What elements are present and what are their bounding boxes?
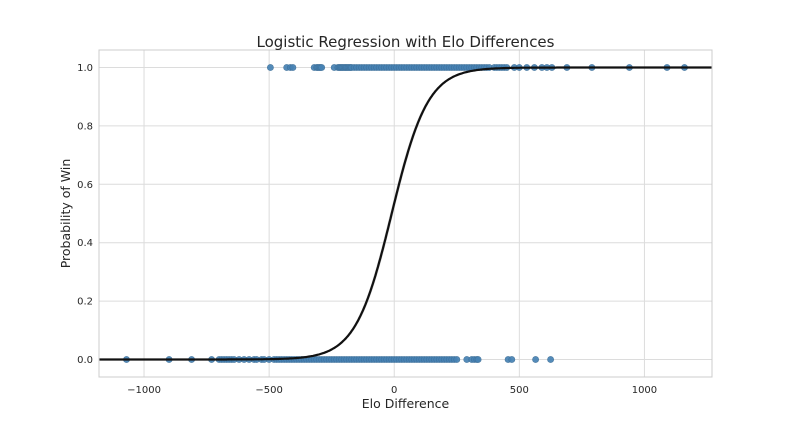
y-tick-label: 1.0 — [77, 63, 93, 74]
y-tick-label: 0.6 — [77, 180, 93, 191]
win-point — [266, 64, 274, 71]
fit-line — [99, 66, 712, 361]
win-point — [289, 64, 297, 71]
loss-point — [474, 356, 482, 363]
win-point — [318, 64, 326, 71]
y-tick-labels: 0.0 0.2 0.4 0.6 0.8 1.0 — [77, 63, 93, 366]
plot-frame — [98, 49, 713, 378]
y-tick-label: 0.2 — [77, 297, 93, 308]
y-tick-label: 0.4 — [77, 238, 93, 249]
y-tick-label: 0.8 — [77, 121, 93, 132]
x-tick-label: −1000 — [127, 385, 161, 396]
y-axis-label: Probability of Win — [58, 159, 73, 269]
chart-title: Logistic Regression with Elo Differences — [257, 33, 555, 51]
y-tick-label: 0.0 — [77, 355, 93, 366]
x-tick-label: 1000 — [632, 385, 657, 396]
x-tick-labels: −1000 −500 0 500 1000 — [127, 385, 657, 396]
x-axis-label: Elo Difference — [362, 396, 450, 411]
loss-point — [547, 356, 554, 363]
loss-point — [508, 356, 516, 363]
loss-point — [532, 356, 539, 363]
x-tick-label: 500 — [510, 385, 529, 396]
loss-point — [453, 356, 461, 363]
x-tick-label: 0 — [391, 385, 397, 396]
fit-line-group — [99, 66, 712, 361]
x-tick-label: −500 — [255, 385, 282, 396]
